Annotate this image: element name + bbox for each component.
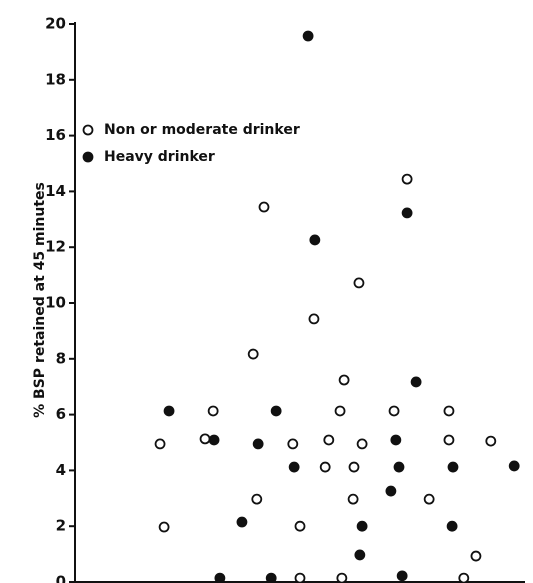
point [410, 376, 422, 388]
y-tick-label: 2 [56, 517, 66, 535]
point [470, 550, 482, 562]
point [401, 207, 413, 219]
point [336, 572, 348, 583]
point [390, 434, 402, 446]
y-tick-label: 18 [45, 70, 66, 88]
point [258, 201, 270, 213]
point [294, 520, 306, 532]
point [353, 277, 365, 289]
point [323, 434, 335, 446]
point [294, 572, 306, 583]
point [265, 572, 277, 583]
point [270, 405, 282, 417]
point [458, 572, 470, 583]
point [401, 173, 413, 185]
point [309, 234, 321, 246]
point [163, 405, 175, 417]
y-tick-label: 0 [56, 573, 66, 583]
point [385, 485, 397, 497]
point [236, 516, 248, 528]
legend-label: Non or moderate drinker [104, 122, 300, 138]
y-tick-label: 4 [56, 461, 66, 479]
y-tick-label: 16 [45, 126, 66, 144]
y-tick-label: 12 [45, 238, 66, 256]
legend-label: Heavy drinker [104, 149, 215, 165]
point [446, 520, 458, 532]
point [208, 434, 220, 446]
point [287, 438, 299, 450]
point [443, 405, 455, 417]
legend-marker [82, 151, 94, 163]
point [288, 461, 300, 473]
point [308, 313, 320, 325]
point [207, 405, 219, 417]
point [199, 433, 211, 445]
point [356, 520, 368, 532]
y-tick-label: 10 [45, 294, 66, 312]
point [154, 438, 166, 450]
point [348, 461, 360, 473]
y-tick-label: 20 [45, 15, 66, 33]
point [252, 438, 264, 450]
point [319, 461, 331, 473]
point [423, 493, 435, 505]
point [247, 348, 259, 360]
y-tick-label: 8 [56, 349, 66, 367]
point [347, 493, 359, 505]
point [302, 30, 314, 42]
point [356, 438, 368, 450]
point [251, 493, 263, 505]
point [158, 521, 170, 533]
y-tick-label: 6 [56, 405, 66, 423]
point [388, 405, 400, 417]
y-axis-label: % BSP retained at 45 minutes [32, 182, 48, 418]
point [485, 435, 497, 447]
point [443, 434, 455, 446]
point [214, 572, 226, 583]
point [338, 374, 350, 386]
point [447, 461, 459, 473]
legend-marker [82, 124, 94, 136]
y-tick-label: 14 [45, 182, 66, 200]
point [393, 461, 405, 473]
point [508, 460, 520, 472]
point [354, 549, 366, 561]
point [334, 405, 346, 417]
point [396, 570, 408, 582]
